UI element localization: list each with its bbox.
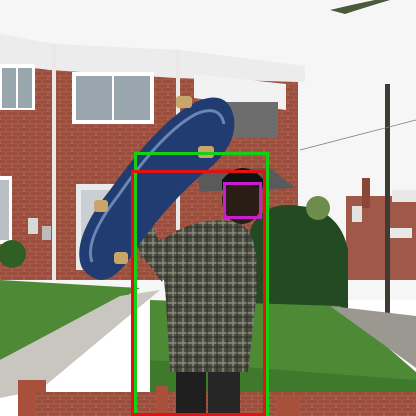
tree-distant [306,196,330,220]
distant-chimney [362,178,370,208]
hedge [250,205,348,312]
distant-awning [392,190,416,202]
utility-meter-2 [42,226,51,240]
utility-pole [385,84,390,320]
tree-branch [330,0,390,14]
utility-meter [28,218,38,234]
downspout [52,44,56,280]
window-lower-left [0,176,12,244]
skateboard [79,96,235,280]
distant-window [352,206,362,222]
wheel [114,252,128,264]
wheel [176,96,192,108]
window-left [0,64,35,110]
detection-box-face [223,182,262,219]
distant-awning-2 [390,228,412,238]
window-middle [72,72,154,124]
sidewalk-diagonal [0,290,160,398]
detection-box-red [131,170,266,416]
lawn-left [0,280,140,360]
street [330,306,416,368]
house-roof [0,34,305,82]
wheel [94,200,108,212]
power-line [299,119,416,151]
shrub-left [0,240,26,268]
